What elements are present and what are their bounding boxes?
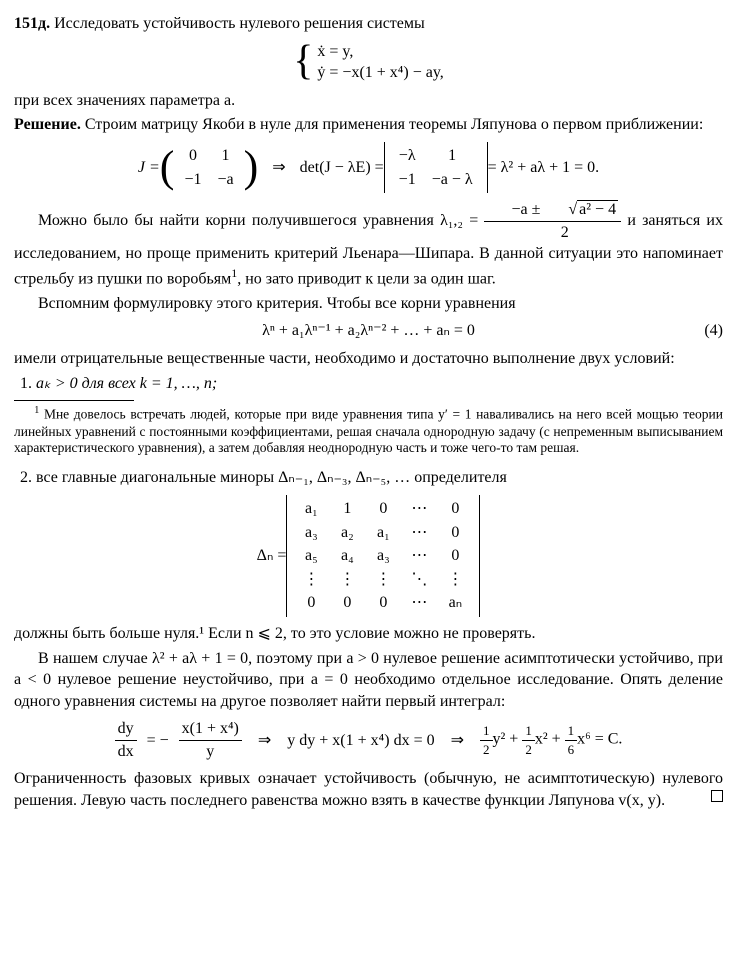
jacobian-equation: J = ( 01 −1−a ) ⇒ det(J − λE) = −λ1 −1−a… bbox=[14, 142, 723, 193]
problem-statement: 151д. Исследовать устойчивость нулевого … bbox=[14, 13, 723, 35]
system-line-2: ẏ = −x(1 + x⁴) − ay, bbox=[317, 64, 443, 81]
solution-paragraph-1: Решение. Строим матрицу Якоби в нуле для… bbox=[14, 114, 723, 136]
qed-icon bbox=[711, 790, 723, 802]
solution-paragraph-5: должны быть больше нуля.¹ Если n ⩽ 2, то… bbox=[14, 623, 723, 645]
problem-number: 151д. bbox=[14, 15, 50, 32]
first-integral-equation: dy dx = − x(1 + x⁴) y ⇒ y dy + x(1 + x⁴)… bbox=[14, 718, 723, 762]
solution-paragraph-3: Вспомним формулировку этого критерия. Чт… bbox=[14, 293, 723, 315]
determinant-delta-n: Δₙ = a₁10⋯0 a₃a₂a₁⋯0 a₅a₄a₃⋯0 ⋮⋮⋮⋱⋮ 000⋯… bbox=[14, 495, 723, 617]
brace-icon: { bbox=[293, 45, 313, 79]
condition-1: 1. aₖ > 0 для всех k = 1, …, n; bbox=[20, 373, 723, 395]
solution-paragraph-7: Ограниченность фазовых кривых означает у… bbox=[14, 768, 723, 811]
equation-number: (4) bbox=[704, 320, 723, 342]
system-equation: { ẋ = y, ẏ = −x(1 + x⁴) − ay, bbox=[14, 41, 723, 84]
problem-condition: при всех значениях параметра a. bbox=[14, 90, 723, 112]
solution-paragraph-2: Можно было бы найти корни получившегося … bbox=[14, 199, 723, 290]
polynomial-equation: λⁿ + a₁λⁿ⁻¹ + a₂λⁿ⁻² + … + aₙ = 0 (4) bbox=[14, 320, 723, 342]
condition-2: 2. все главные диагональные миноры Δₙ₋₁,… bbox=[20, 467, 723, 489]
solution-heading: Решение. bbox=[14, 116, 81, 133]
solution-paragraph-4: имели отрицательные вещественные части, … bbox=[14, 348, 723, 370]
solution-paragraph-6: В нашем случае λ² + aλ + 1 = 0, поэтому … bbox=[14, 648, 723, 713]
problem-text: Исследовать устойчивость нулевого решени… bbox=[54, 15, 425, 32]
system-line-1: ẋ = y, bbox=[317, 43, 353, 60]
footnote-1: 1 Мне довелось встречать людей, которые … bbox=[14, 405, 723, 457]
footnote-rule bbox=[14, 400, 134, 401]
